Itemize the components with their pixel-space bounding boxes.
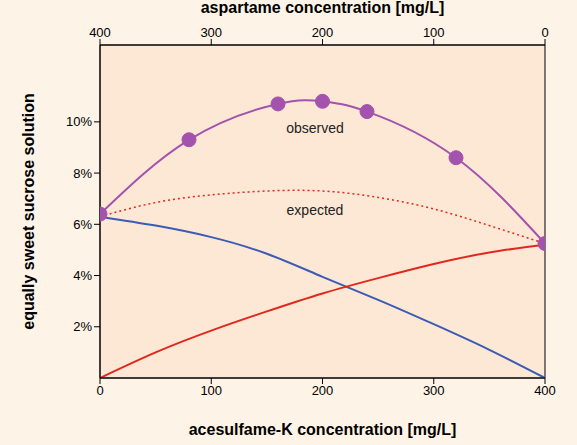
svg-text:100: 100	[423, 25, 445, 40]
svg-text:2%: 2%	[73, 319, 92, 334]
svg-text:200: 200	[312, 383, 334, 398]
svg-text:acesulfame-K concentration [mg: acesulfame-K concentration [mg/L]	[189, 421, 457, 438]
svg-text:equally sweet sucrose solution: equally sweet sucrose solution	[20, 93, 37, 330]
svg-text:4%: 4%	[73, 268, 92, 283]
svg-text:200: 200	[312, 25, 334, 40]
svg-text:8%: 8%	[73, 166, 92, 181]
svg-text:0: 0	[541, 25, 548, 40]
svg-text:0: 0	[96, 383, 103, 398]
svg-text:300: 300	[200, 25, 222, 40]
svg-text:400: 400	[534, 383, 556, 398]
html-text:observed: observed	[286, 120, 344, 136]
svg-text:aspartame concentration [mg/L]: aspartame concentration [mg/L]	[201, 0, 445, 16]
svg-text:6%: 6%	[73, 217, 92, 232]
svg-text:100: 100	[200, 383, 222, 398]
svg-text:400: 400	[89, 25, 111, 40]
svg-text:10%: 10%	[66, 114, 92, 129]
html-text:expected: expected	[286, 202, 344, 218]
svg-text:300: 300	[423, 383, 445, 398]
